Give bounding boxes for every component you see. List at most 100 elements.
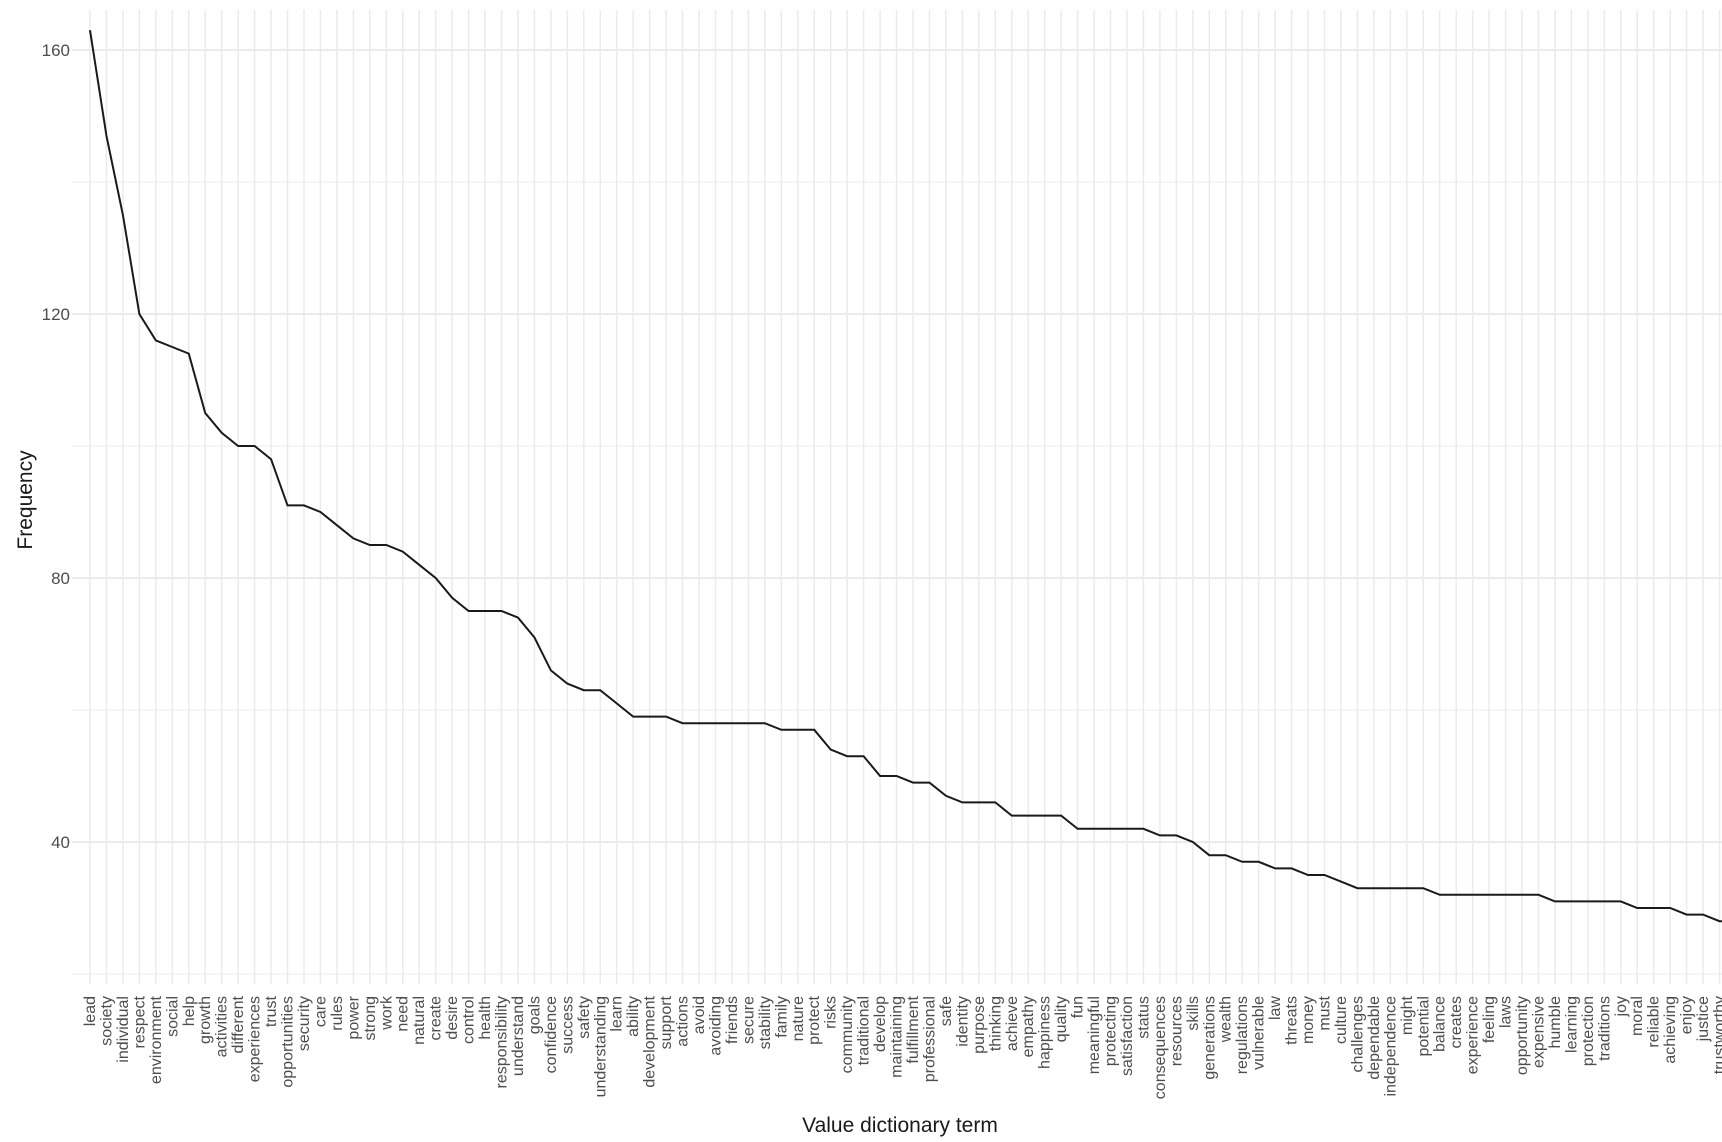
x-axis-ticks: lead society individual respect environment s… — [82, 995, 1722, 1099]
x-tick-label: power — [345, 995, 362, 1039]
x-tick-label: development — [642, 995, 659, 1087]
x-tick-label: safety — [576, 996, 593, 1039]
x-tick-label: rules — [329, 996, 346, 1031]
x-tick-label: success — [559, 996, 576, 1054]
x-tick-label: care — [312, 996, 329, 1027]
x-tick-label: satisfaction — [1119, 996, 1136, 1076]
x-tick-label: trust — [263, 995, 280, 1027]
x-tick-label: health — [477, 996, 494, 1040]
x-tick-label: safe — [938, 996, 955, 1026]
y-tick-label: 120 — [42, 305, 70, 324]
x-tick-label: wealth — [1218, 996, 1235, 1043]
x-tick-label: moral — [1629, 996, 1646, 1036]
x-tick-label: consequences — [1152, 996, 1169, 1099]
x-tick-label: experience — [1465, 996, 1482, 1074]
x-tick-label: humble — [1547, 996, 1564, 1049]
x-tick-label: natural — [411, 996, 428, 1045]
x-tick-label: traditions — [1596, 996, 1613, 1061]
x-tick-label: identity — [954, 996, 971, 1047]
x-tick-label: might — [1399, 995, 1416, 1035]
x-tick-label: security — [296, 996, 313, 1051]
gridlines — [72, 10, 1722, 984]
x-tick-label: help — [181, 996, 198, 1026]
x-tick-label: avoid — [691, 996, 708, 1034]
x-tick-label: resources — [1168, 996, 1185, 1066]
x-tick-label: learning — [1563, 996, 1580, 1053]
x-tick-label: professional — [921, 996, 938, 1082]
frequency-series-line — [89, 30, 1722, 923]
x-tick-label: work — [378, 995, 395, 1031]
x-tick-label: joy — [1613, 996, 1630, 1017]
x-tick-label: skills — [1185, 996, 1202, 1031]
x-tick-label: support — [658, 995, 675, 1049]
x-tick-label: generations — [1201, 996, 1218, 1080]
x-tick-label: threats — [1284, 996, 1301, 1045]
x-tick-label: experiences — [247, 996, 264, 1082]
x-tick-label: create — [428, 996, 445, 1041]
x-tick-label: understand — [510, 996, 527, 1076]
x-tick-label: independence — [1382, 996, 1399, 1097]
y-axis-ticks: 40 80 120 160 — [42, 41, 70, 852]
x-tick-label: protection — [1580, 996, 1597, 1066]
x-tick-label: trustworthy — [1712, 996, 1722, 1074]
x-tick-label: growth — [197, 996, 214, 1044]
x-tick-label: environment — [148, 995, 165, 1084]
x-tick-label: empathy — [1020, 996, 1037, 1057]
x-tick-label: culture — [1333, 996, 1350, 1044]
y-tick-label: 40 — [51, 833, 70, 852]
x-tick-label: balance — [1432, 996, 1449, 1052]
x-tick-label: feeling — [1481, 996, 1498, 1043]
x-tick-label: different — [230, 995, 247, 1053]
x-tick-label: social — [164, 996, 181, 1037]
x-tick-label: ability — [625, 996, 642, 1037]
x-tick-label: understanding — [592, 996, 609, 1097]
x-tick-label: money — [1300, 996, 1317, 1044]
x-tick-label: fun — [1070, 996, 1087, 1018]
x-tick-label: enjoy — [1679, 996, 1696, 1034]
x-tick-label: develop — [872, 996, 889, 1052]
x-tick-label: actions — [675, 996, 692, 1047]
x-tick-label: opportunity — [1514, 996, 1531, 1075]
x-tick-label: protecting — [1103, 996, 1120, 1066]
x-tick-label: maintaining — [889, 996, 906, 1078]
x-tick-label: happiness — [1037, 996, 1054, 1069]
x-tick-label: opportunities — [280, 996, 297, 1088]
x-tick-label: status — [1135, 996, 1152, 1039]
x-tick-label: purpose — [971, 996, 988, 1054]
x-tick-label: friends — [724, 996, 741, 1044]
x-tick-label: family — [773, 996, 790, 1038]
x-tick-label: need — [395, 996, 412, 1032]
x-tick-label: responsibility — [494, 996, 511, 1088]
x-tick-label: must — [1317, 995, 1334, 1030]
x-tick-label: vulnerable — [1251, 996, 1268, 1070]
x-tick-label: potential — [1415, 996, 1432, 1057]
x-tick-label: learn — [609, 996, 626, 1032]
x-tick-label: thinking — [987, 996, 1004, 1051]
x-tick-label: control — [461, 996, 478, 1044]
x-tick-label: achieve — [1004, 996, 1021, 1051]
x-tick-label: activities — [214, 996, 231, 1057]
x-tick-label: law — [1267, 996, 1284, 1020]
x-tick-label: risks — [823, 996, 840, 1029]
x-tick-label: justice — [1695, 996, 1712, 1042]
x-tick-label: nature — [790, 996, 807, 1041]
x-tick-label: desire — [444, 996, 461, 1040]
x-tick-label: challenges — [1349, 996, 1366, 1073]
x-tick-label: community — [839, 996, 856, 1073]
x-tick-label: reliable — [1646, 996, 1663, 1048]
x-tick-label: respect — [131, 995, 148, 1048]
y-tick-label: 80 — [51, 569, 70, 588]
y-axis-title: Frequency — [14, 450, 37, 550]
x-tick-label: achieving — [1662, 996, 1679, 1064]
x-tick-label: lead — [82, 996, 99, 1026]
x-tick-label: confidence — [543, 996, 560, 1073]
x-tick-label: quality — [1053, 996, 1070, 1042]
y-tick-label: 160 — [42, 41, 70, 60]
x-tick-label: meaningful — [1086, 996, 1103, 1074]
x-tick-label: protect — [806, 995, 823, 1044]
x-tick-label: expensive — [1530, 996, 1547, 1068]
x-tick-label: dependable — [1366, 996, 1383, 1080]
x-axis-title: Value dictionary term — [802, 1114, 998, 1137]
x-tick-label: laws — [1498, 996, 1515, 1028]
